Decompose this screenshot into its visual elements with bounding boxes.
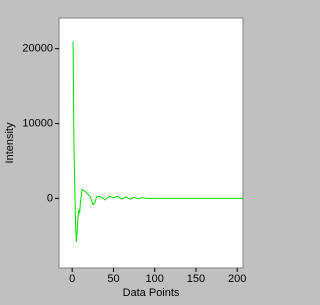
- x-tick-label: 0: [69, 273, 75, 285]
- x-tick-label: 200: [228, 273, 246, 285]
- plot-area: [58, 17, 244, 269]
- y-tick-label: 20000: [22, 43, 53, 55]
- chart: Intensity Data Points 0 10000 20000 0 50 100 1…: [4, 17, 246, 299]
- y-tick-label: 10000: [22, 117, 53, 129]
- x-tick-label: 100: [146, 273, 164, 285]
- data-line: [72, 41, 243, 242]
- x-tick-label: 150: [187, 273, 205, 285]
- x-tick-label: 50: [107, 273, 119, 285]
- x-axis-label: Data Points: [123, 287, 180, 299]
- y-tick-label: 0: [47, 192, 53, 204]
- y-axis-label: Intensity: [4, 122, 16, 163]
